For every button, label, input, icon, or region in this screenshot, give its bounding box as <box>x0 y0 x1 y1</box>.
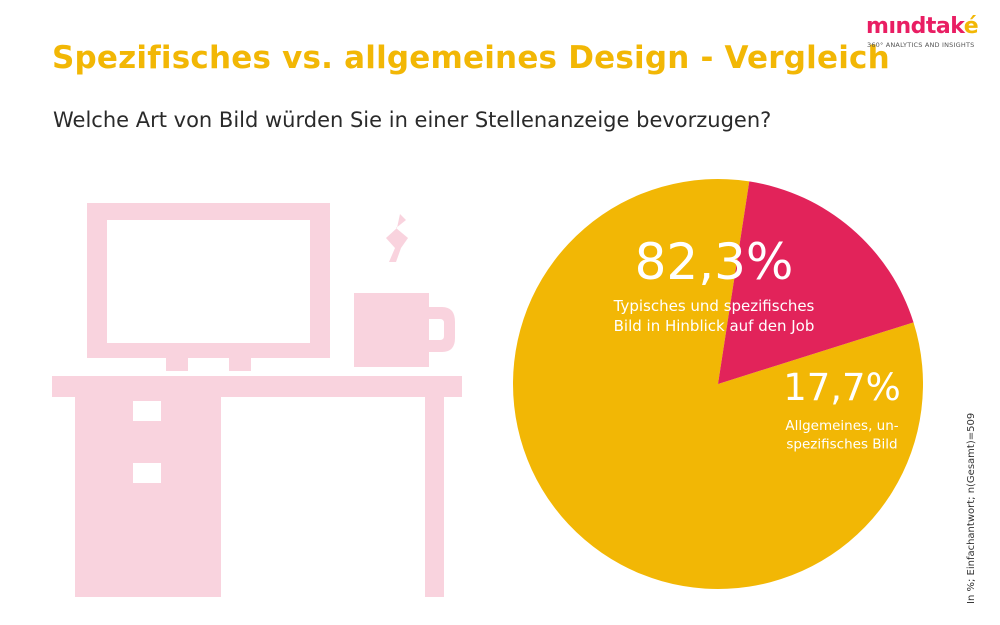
monitor-stand-right <box>229 358 251 371</box>
question-text: Welche Art von Bild würden Sie in einer … <box>53 108 772 132</box>
pie-category-label-1-line-2: Bild in Hinblick auf den Job <box>614 317 815 335</box>
monitor-stand-left <box>166 358 188 371</box>
desk-with-monitor-and-coffee-icon <box>52 203 462 597</box>
logo-tagline: 360° ANALYTICS AND INSIGHTS <box>867 41 975 49</box>
sample-footnote: In %; Einfachantwort; n(Gesamt)=509 <box>966 412 977 604</box>
desk-drawer-unit <box>75 397 221 597</box>
pie-slice-2 <box>718 181 914 384</box>
pie-category-label-2-line-2: spezifisches Bild <box>786 437 897 453</box>
pie-slice-1 <box>512 179 923 590</box>
monitor-icon <box>87 203 330 358</box>
desk-leg <box>425 397 444 597</box>
steam-icon <box>386 214 408 262</box>
pie-category-label-2-line-1: Allgemeines, un- <box>785 418 898 434</box>
pie-category-label-1-line-1: Typisches und spezifisches <box>613 297 815 315</box>
mindtake-logo: mındtaké 360° ANALYTICS AND INSIGHTS <box>866 14 988 54</box>
logo-wordmark: mındtaké <box>866 14 979 39</box>
pie-value-label-2: 17,7% <box>783 366 901 409</box>
pie-value-label-1: 82,3% <box>635 233 794 291</box>
coffee-cup-body <box>354 293 429 367</box>
coffee-cup-handle <box>429 307 455 352</box>
page-title: Spezifisches vs. allgemeines Design - Ve… <box>52 40 890 76</box>
desk-top <box>52 376 462 397</box>
